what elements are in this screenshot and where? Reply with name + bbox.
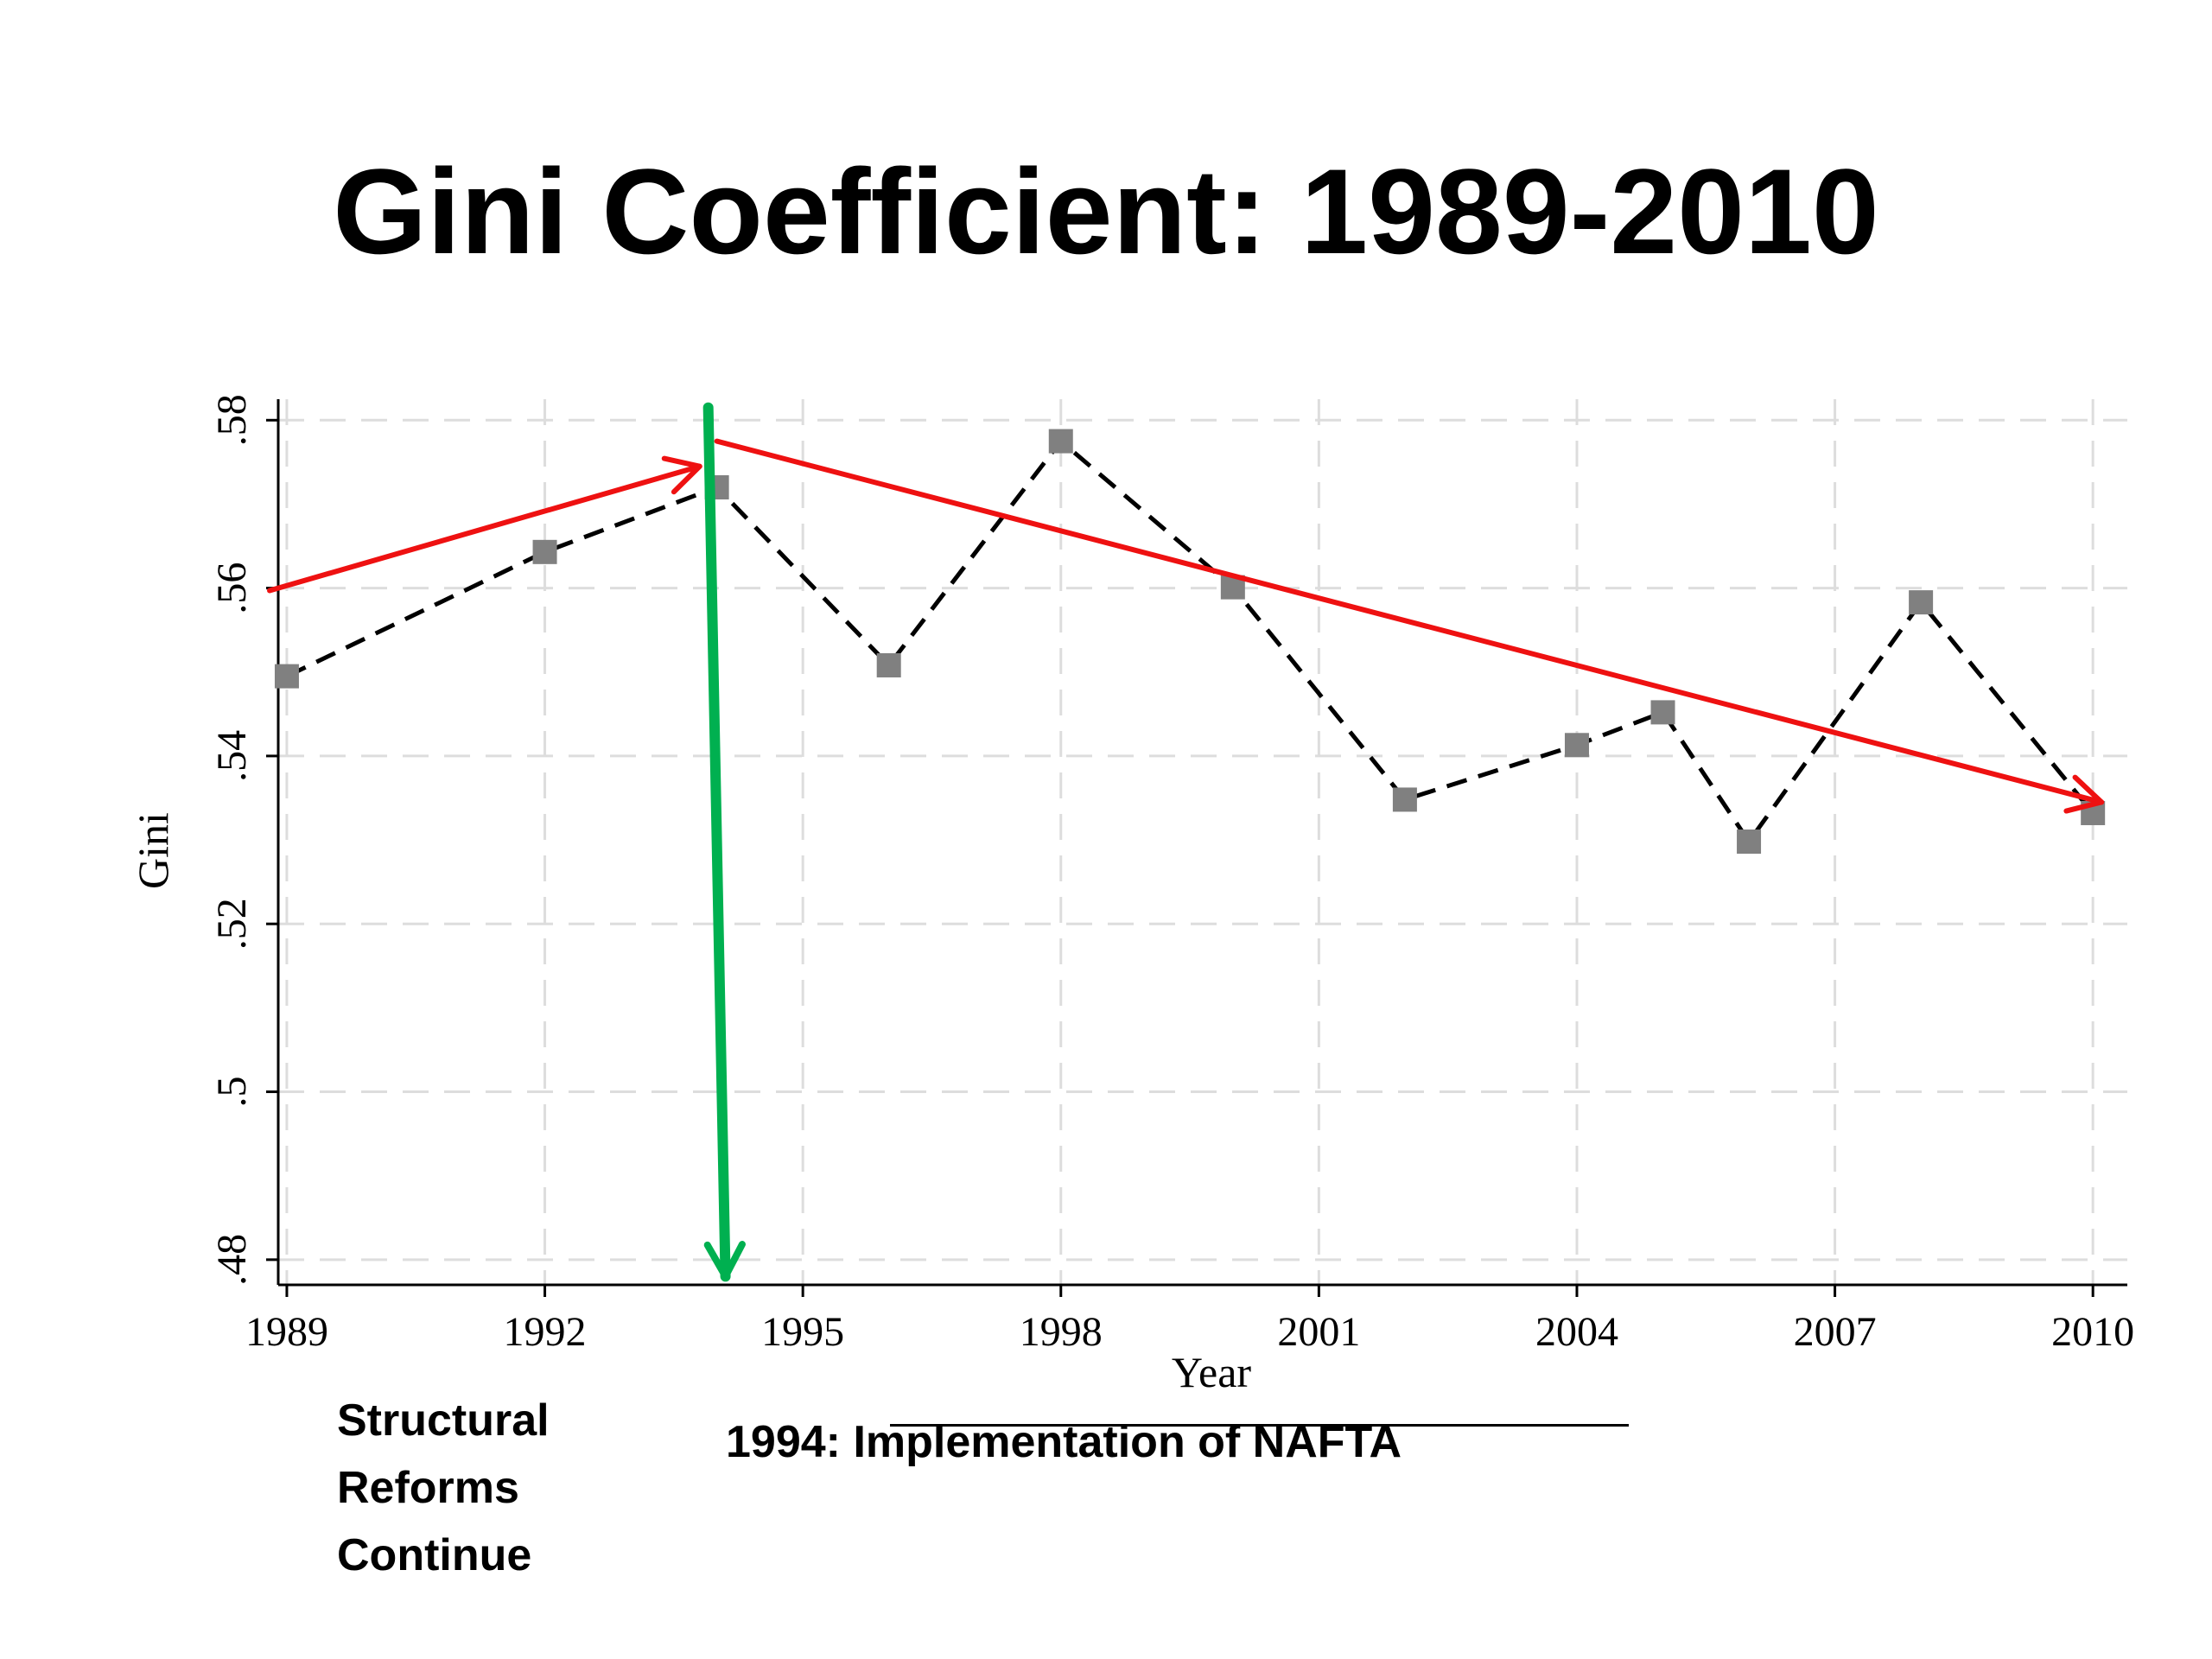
y-tick-label: .58: [209, 394, 255, 446]
grid-lines: [278, 399, 2127, 1285]
series-layer: [274, 429, 2106, 855]
gini-series-line: [285, 437, 2095, 846]
y-tick-label: .48: [209, 1234, 255, 1286]
nafta-marker-arrow: [702, 402, 746, 1282]
slide-title: Gini Coefficient: 1989-2010: [333, 143, 1879, 279]
x-axis-title: Year: [1172, 1348, 1251, 1396]
data-point-marker: [1392, 787, 1417, 812]
data-point-marker: [876, 652, 901, 677]
tick-labels: .48 .5 .52 .54 .56 .58 1989 1992 1995 1998 2001 200…: [209, 394, 2134, 1355]
nafta-marker-arrow-head: [703, 1241, 746, 1281]
data-point-marker: [274, 664, 299, 689]
rising-trend-arrow: [267, 455, 702, 594]
x-tick-label: 2001: [1277, 1309, 1360, 1355]
data-point-marker: [1048, 429, 1073, 454]
y-tick-label: .54: [209, 730, 255, 782]
data-point-marker: [1909, 590, 1934, 615]
falling-trend-arrow-shaft: [714, 438, 2105, 805]
nafta-annotation: 1994: Implementation of NAFTA: [726, 1417, 1402, 1467]
data-point-marker: [532, 539, 557, 564]
rising-trend-arrow-head: [661, 455, 702, 495]
structural-reforms-annotation: Structural Reforms Continue: [337, 1387, 700, 1589]
x-tick-label: 1998: [1020, 1309, 1103, 1355]
y-tick-label: .5: [209, 1077, 255, 1108]
x-tick-label: 1995: [761, 1309, 844, 1355]
x-tick-label: 2010: [2051, 1309, 2134, 1355]
x-tick-label: 1989: [245, 1309, 328, 1355]
x-tick-label: 2007: [1794, 1309, 1877, 1355]
y-tick-label: .56: [209, 563, 255, 614]
rising-trend-arrow-shaft: [267, 463, 702, 594]
x-tick-label: 2004: [1535, 1309, 1618, 1355]
data-point-marker: [1737, 830, 1762, 855]
nafta-marker-arrow-shaft: [702, 402, 731, 1282]
y-tick-label: .52: [209, 898, 255, 950]
nafta-rule-line: [890, 1424, 1629, 1427]
reforms-line-3: Continue: [337, 1530, 532, 1580]
reforms-line-1: Structural: [337, 1395, 550, 1446]
falling-trend-arrow-head: [2063, 774, 2105, 814]
reforms-line-2: Reforms: [337, 1463, 519, 1513]
x-tick-label: 1992: [504, 1309, 587, 1355]
annotation-arrows: [267, 402, 2105, 1282]
y-axis-title: Gini: [129, 812, 177, 889]
falling-trend-arrow: [714, 438, 2105, 814]
data-point-marker: [1650, 700, 1675, 725]
data-point-marker: [1564, 733, 1589, 758]
axes: [266, 399, 2127, 1297]
